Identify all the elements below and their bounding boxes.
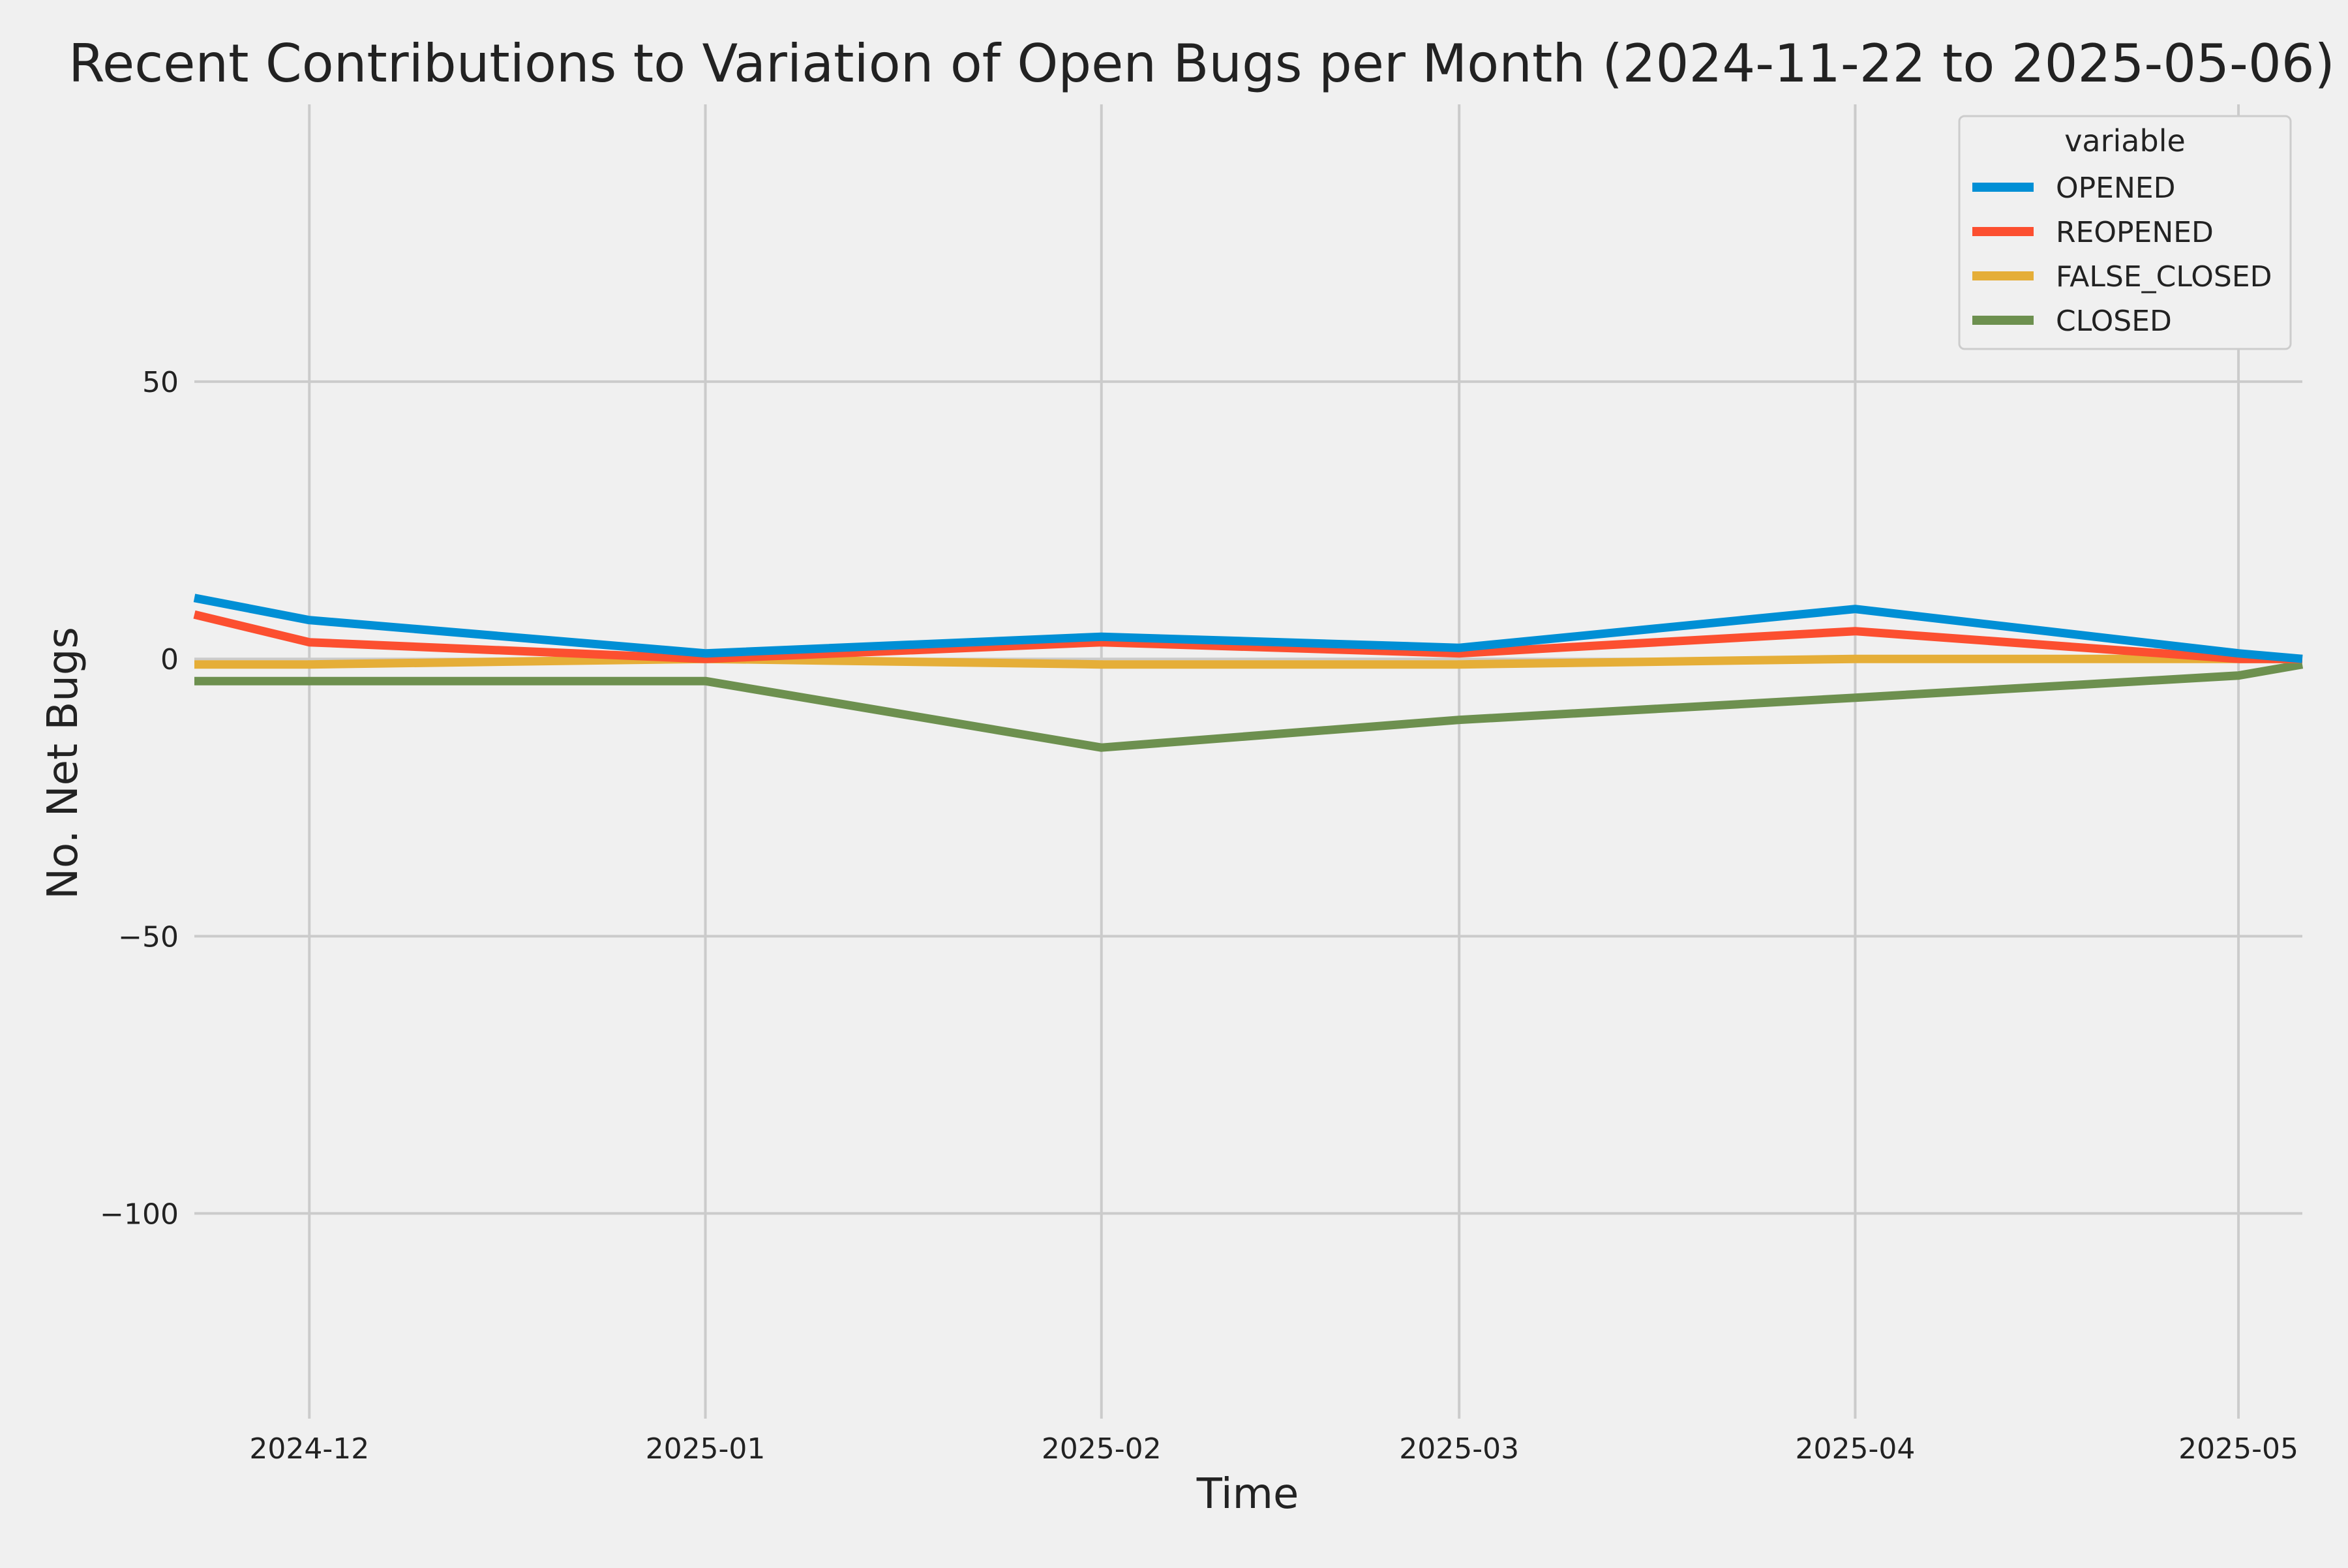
y-tick-label: 0 <box>160 643 179 676</box>
legend-items: OPENED REOPENED FALSE_CLOSED CLOSED <box>1972 172 2272 338</box>
legend-label-false-closed: FALSE_CLOSED <box>2056 260 2272 294</box>
legend-box <box>1958 115 2292 350</box>
series-layer <box>193 594 2304 752</box>
series-line-closed <box>194 660 2304 752</box>
x-tick-label: 2025-04 <box>1796 1432 1916 1466</box>
legend-label-closed: CLOSED <box>2056 305 2172 338</box>
series-line-opened <box>193 594 2303 663</box>
x-tick-label: 2025-05 <box>2178 1432 2298 1466</box>
x-tick-label: 2025-02 <box>1042 1432 1162 1466</box>
series-line-reopened <box>193 610 2302 663</box>
legend-title: variable <box>2064 123 2186 158</box>
legend-label-opened: OPENED <box>2056 172 2176 205</box>
tick-layer: 50 0 −50 −100 2024-12 2025-01 2025-02 2025-03 20… <box>100 366 2298 1466</box>
y-tick-label: −100 <box>100 1198 179 1231</box>
chart-title: Recent Contributions to Variation of Ope… <box>68 33 2335 94</box>
series-line-false-closed <box>194 654 2302 669</box>
legend-label-reopened: REOPENED <box>2056 216 2214 249</box>
y-tick-label: −50 <box>118 920 179 954</box>
x-tick-label: 2024-12 <box>249 1432 369 1466</box>
y-axis-label: No. Net Bugs <box>39 627 87 899</box>
x-tick-label: 2025-03 <box>1399 1432 1519 1466</box>
y-tick-label: 50 <box>142 366 179 399</box>
x-axis-label: Time <box>1196 1470 1299 1518</box>
legend: variable OPENED REOPENED FALSE_CLOSED CLOSE… <box>1958 115 2292 350</box>
x-tick-label: 2025-01 <box>646 1432 766 1466</box>
